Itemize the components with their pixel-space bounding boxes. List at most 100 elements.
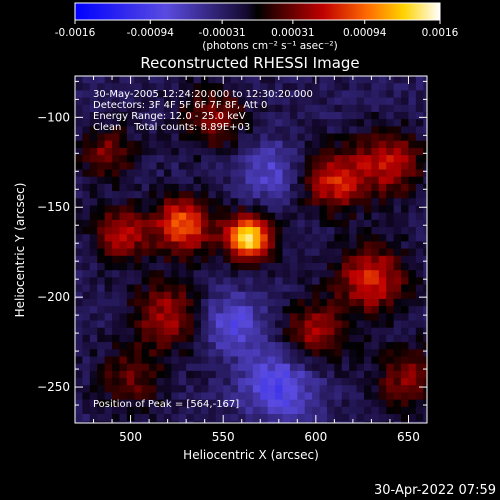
heatmap-cell bbox=[230, 414, 239, 422]
heatmap-cell bbox=[171, 97, 180, 106]
heatmap-cell bbox=[334, 176, 343, 185]
heatmap-cell bbox=[334, 111, 343, 120]
heatmap-cell bbox=[171, 183, 180, 192]
heatmap-cell bbox=[141, 126, 150, 135]
heatmap-cell bbox=[371, 205, 380, 214]
heatmap-cell bbox=[341, 414, 350, 422]
heatmap-cell bbox=[215, 219, 224, 228]
heatmap-cell bbox=[415, 191, 424, 199]
heatmap-cell bbox=[297, 378, 306, 386]
heatmap-cell bbox=[364, 162, 372, 170]
heatmap-cell bbox=[319, 363, 328, 372]
heatmap-cell bbox=[289, 119, 298, 127]
heatmap-cell bbox=[364, 385, 372, 393]
heatmap-cell bbox=[245, 104, 254, 113]
heatmap-cell bbox=[245, 83, 254, 91]
heatmap-cell bbox=[378, 406, 387, 415]
heatmap-cell bbox=[82, 378, 91, 386]
heatmap-cell bbox=[341, 176, 350, 185]
heatmap-cell bbox=[230, 133, 239, 142]
heatmap-cell bbox=[415, 147, 424, 156]
heatmap-cell bbox=[364, 155, 372, 163]
heatmap-cell bbox=[119, 363, 128, 372]
heatmap-cell bbox=[386, 97, 395, 106]
heatmap-cell bbox=[393, 205, 402, 214]
heatmap-cell bbox=[149, 320, 158, 329]
heatmap-cell bbox=[386, 183, 395, 192]
heatmap-cell bbox=[156, 104, 165, 113]
heatmap-cell bbox=[378, 342, 387, 350]
heatmap-cell bbox=[186, 356, 195, 365]
heatmap-cell bbox=[208, 241, 217, 250]
heatmap-cell bbox=[82, 313, 91, 322]
heatmap-cell bbox=[163, 119, 172, 127]
heatmap-cell bbox=[393, 241, 402, 250]
heatmap-cell bbox=[149, 385, 158, 393]
heatmap-cell bbox=[401, 191, 409, 199]
heatmap-cell bbox=[230, 270, 239, 278]
heatmap-cell bbox=[282, 126, 291, 135]
heatmap-cell bbox=[252, 298, 261, 307]
heatmap-cell bbox=[386, 162, 395, 170]
heatmap-cell bbox=[89, 363, 98, 372]
heatmap-cell bbox=[238, 406, 246, 415]
heatmap-cell bbox=[112, 291, 120, 300]
heatmap-cell bbox=[423, 284, 427, 293]
heatmap-cell bbox=[238, 176, 246, 185]
heatmap-cell bbox=[141, 270, 150, 278]
heatmap-cell bbox=[215, 227, 224, 235]
heatmap-cell bbox=[252, 90, 261, 99]
heatmap-cell bbox=[238, 162, 246, 170]
heatmap-cell bbox=[341, 97, 350, 106]
heatmap-cell bbox=[289, 414, 298, 422]
heatmap-cell bbox=[230, 205, 239, 214]
heatmap-cell bbox=[134, 83, 143, 91]
heatmap-cell bbox=[356, 248, 365, 257]
heatmap-cell bbox=[171, 248, 180, 257]
heatmap-cell bbox=[297, 183, 306, 192]
heatmap-cell bbox=[89, 162, 98, 170]
heatmap-cell bbox=[356, 342, 365, 350]
heatmap-cell bbox=[415, 414, 424, 422]
heatmap-cell bbox=[252, 119, 261, 127]
heatmap-cell bbox=[386, 205, 395, 214]
heatmap-cell bbox=[186, 306, 195, 314]
heatmap-cell bbox=[304, 342, 313, 350]
heatmap-cell bbox=[326, 363, 335, 372]
heatmap-cell bbox=[275, 126, 283, 135]
heatmap-cell bbox=[304, 140, 313, 149]
heatmap-cell bbox=[282, 97, 291, 106]
heatmap-cell bbox=[141, 198, 150, 206]
heatmap-cell bbox=[319, 320, 328, 329]
heatmap-cell bbox=[149, 104, 158, 113]
heatmap-cell bbox=[319, 133, 328, 142]
heatmap-cell bbox=[386, 83, 395, 91]
heatmap-cell bbox=[75, 392, 83, 401]
heatmap-cell bbox=[171, 385, 180, 393]
heatmap-cell bbox=[297, 406, 306, 415]
heatmap-cell bbox=[75, 97, 83, 106]
heatmap-cell bbox=[341, 191, 350, 199]
heatmap-cell bbox=[75, 277, 83, 286]
heatmap-cell bbox=[364, 126, 372, 135]
heatmap-cell bbox=[238, 169, 246, 178]
heatmap-cell bbox=[171, 133, 180, 142]
heatmap-cell bbox=[304, 385, 313, 393]
heatmap-cell bbox=[215, 255, 224, 264]
heatmap-cell bbox=[97, 313, 106, 322]
heatmap-cell bbox=[149, 262, 158, 271]
heatmap-cell bbox=[245, 169, 254, 178]
heatmap-cell bbox=[393, 76, 402, 84]
heatmap-cell bbox=[230, 219, 239, 228]
heatmap-cell bbox=[326, 349, 335, 357]
heatmap-cell bbox=[423, 76, 427, 84]
heatmap-cell bbox=[112, 284, 120, 293]
heatmap-cell bbox=[408, 277, 417, 286]
heatmap-cell bbox=[297, 363, 306, 372]
heatmap-cell bbox=[371, 284, 380, 293]
heatmap-cell bbox=[408, 406, 417, 415]
heatmap-cell bbox=[356, 255, 365, 264]
heatmap-cell bbox=[364, 327, 372, 336]
heatmap-cell bbox=[275, 212, 283, 221]
heatmap-cell bbox=[356, 277, 365, 286]
